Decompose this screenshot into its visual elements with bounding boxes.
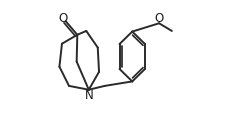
Text: O: O — [58, 12, 67, 25]
Text: N: N — [85, 89, 93, 101]
Text: O: O — [154, 12, 163, 25]
